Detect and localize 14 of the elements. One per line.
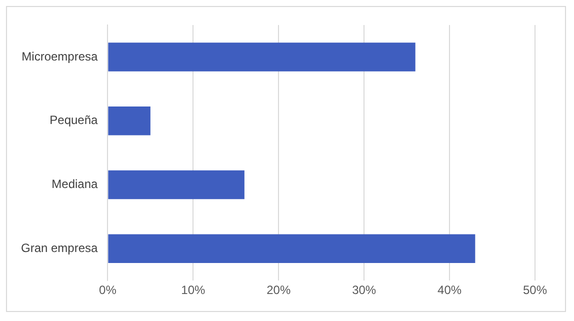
x-tick-label: 40% bbox=[438, 283, 462, 298]
bar bbox=[108, 234, 476, 264]
y-tick-label: Pequeña bbox=[50, 113, 98, 128]
x-tick-label: 10% bbox=[181, 283, 206, 298]
y-tick-label: Mediana bbox=[52, 177, 98, 192]
x-tick-label: 30% bbox=[352, 283, 376, 298]
bar bbox=[108, 106, 150, 136]
bar bbox=[108, 170, 244, 200]
x-tick-label: 50% bbox=[522, 283, 548, 298]
bar bbox=[108, 42, 416, 72]
y-tick-label: Gran empresa bbox=[20, 240, 98, 255]
x-tick-label: 0% bbox=[99, 283, 117, 298]
x-tick-label: 20% bbox=[266, 283, 291, 298]
y-tick-label: Microempresa bbox=[22, 49, 98, 64]
